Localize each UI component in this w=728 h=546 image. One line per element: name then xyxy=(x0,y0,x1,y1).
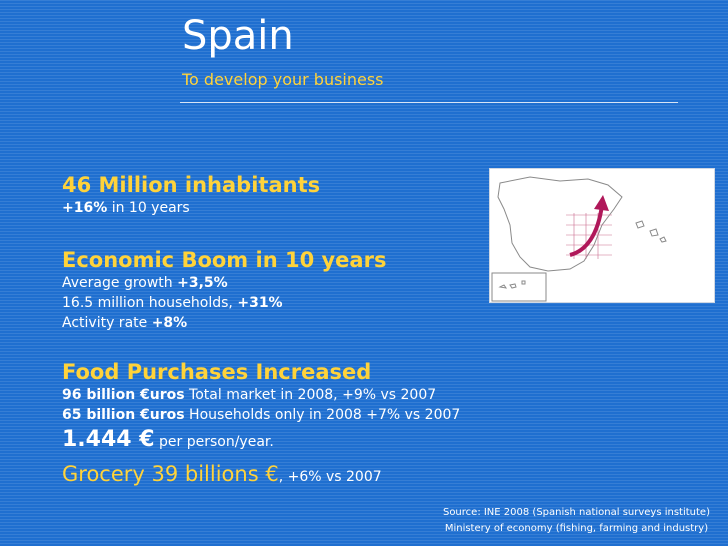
spain-map-image xyxy=(489,168,715,303)
grocery-text: , +6% vs 2007 xyxy=(278,469,382,485)
households-market-line: 65 billion €uros Households only in 2008… xyxy=(62,405,460,425)
average-growth-line: Average growth +3,5% xyxy=(62,273,386,293)
households-label: 16.5 million households, xyxy=(62,295,238,311)
households-market-text: Households only in 2008 +7% vs 2007 xyxy=(184,407,461,423)
per-person-text: per person/year. xyxy=(154,434,274,450)
households-value: +31% xyxy=(237,295,283,311)
canary-inset xyxy=(491,272,547,302)
per-person-value: 1.444 € xyxy=(62,427,155,452)
grocery-line: Grocery 39 billions €, +6% vs 2007 xyxy=(62,459,460,489)
activity-rate-line: Activity rate +8% xyxy=(62,313,386,333)
canary-islands xyxy=(498,280,526,289)
total-market-line: 96 billion €uros Total market in 2008, +… xyxy=(62,385,460,405)
population-heading: 46 Million inhabitants xyxy=(62,173,321,197)
food-section: Food Purchases Increased 96 billion €uro… xyxy=(62,359,460,489)
grocery-value: Grocery 39 billions € xyxy=(62,462,279,486)
total-market-value: 96 billion €uros xyxy=(62,387,185,403)
per-person-line: 1.444 € per person/year. xyxy=(62,425,460,455)
title-divider xyxy=(180,102,678,103)
source-line-1: Source: INE 2008 (Spanish national surve… xyxy=(442,507,710,518)
average-growth-label: Average growth xyxy=(62,275,178,291)
growth-arrow xyxy=(569,204,604,257)
population-growth-value: +16% xyxy=(62,200,108,216)
island-3 xyxy=(659,236,667,243)
source-line-2: Ministery of economy (fishing, farming a… xyxy=(444,523,709,534)
activity-rate-label: Activity rate xyxy=(62,315,152,331)
population-growth-line: +16% in 10 years xyxy=(62,198,320,218)
total-market-text: Total market in 2008, +9% vs 2007 xyxy=(184,387,437,403)
activity-rate-value: +8% xyxy=(151,315,188,331)
island-1 xyxy=(635,220,645,229)
households-market-value: 65 billion €uros xyxy=(62,407,185,423)
population-growth-text: in 10 years xyxy=(107,200,190,216)
economy-heading: Economic Boom in 10 years xyxy=(62,248,387,272)
average-growth-value: +3,5% xyxy=(177,275,228,291)
slide-title: Spain xyxy=(182,13,294,59)
food-heading: Food Purchases Increased xyxy=(62,360,372,384)
population-section: 46 Million inhabitants +16% in 10 years xyxy=(62,172,320,218)
spain-map-icon xyxy=(491,176,667,302)
spain-outline xyxy=(497,176,623,272)
source-note: Source: INE 2008 (Spanish national surve… xyxy=(443,505,710,537)
island-2 xyxy=(649,228,659,237)
slide-subtitle: To develop your business xyxy=(182,70,384,89)
growth-arrow-head xyxy=(594,195,609,211)
households-line: 16.5 million households, +31% xyxy=(62,293,386,313)
economy-section: Economic Boom in 10 years Average growth… xyxy=(62,247,386,333)
